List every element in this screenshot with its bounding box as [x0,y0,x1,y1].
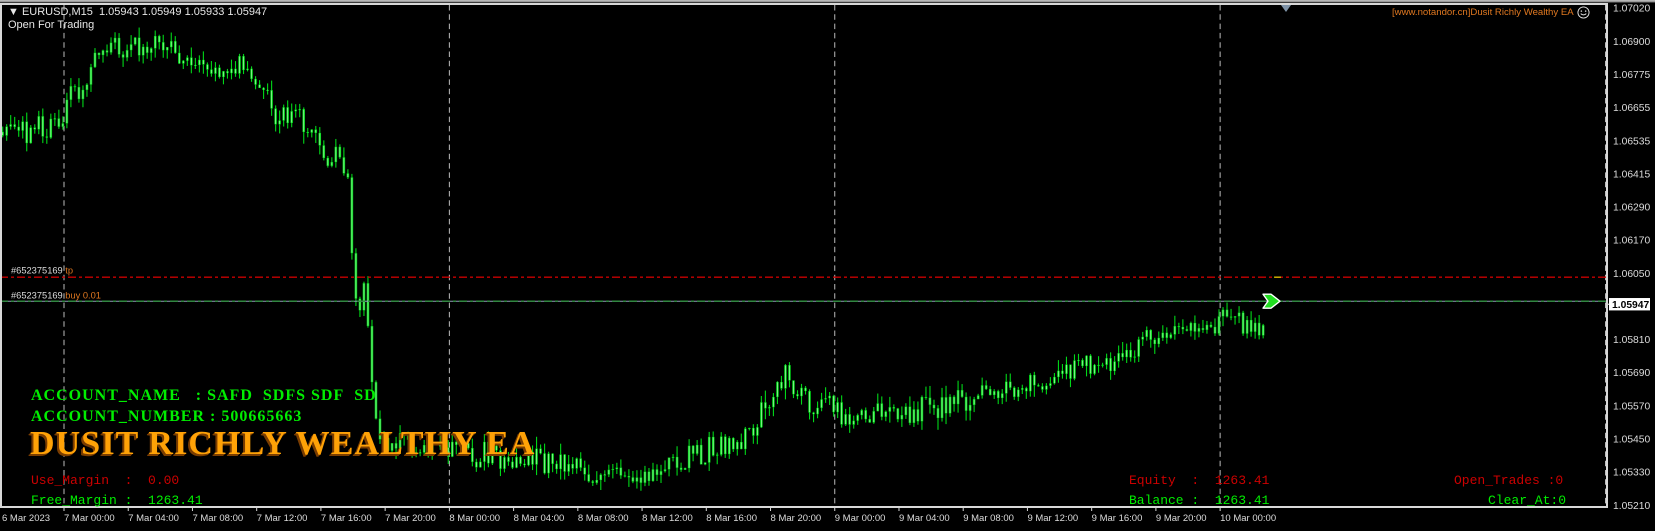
svg-text:9 Mar 00:00: 9 Mar 00:00 [835,513,886,524]
svg-text:6 Mar 2023: 6 Mar 2023 [2,513,50,524]
svg-text:1.05570: 1.05570 [1613,401,1650,412]
svg-text:1.05947: 1.05947 [1612,300,1649,311]
svg-text:8 Mar 12:00: 8 Mar 12:00 [642,513,693,524]
svg-text:#652375169 tp: #652375169 tp [11,266,73,276]
svg-text:1.06655: 1.06655 [1613,103,1650,114]
svg-text:7 Mar 16:00: 7 Mar 16:00 [321,513,372,524]
svg-text:1.05330: 1.05330 [1613,468,1650,479]
svg-text:1.05810: 1.05810 [1613,335,1650,346]
svg-text:8 Mar 08:00: 8 Mar 08:00 [578,513,629,524]
svg-text:8 Mar 20:00: 8 Mar 20:00 [771,513,822,524]
svg-text:#652375169 buy 0.01: #652375169 buy 0.01 [11,290,101,300]
svg-text:7 Mar 04:00: 7 Mar 04:00 [128,513,179,524]
svg-text:7 Mar 20:00: 7 Mar 20:00 [385,513,436,524]
svg-text:1.07020: 1.07020 [1613,4,1650,15]
svg-text:1.06170: 1.06170 [1613,236,1650,247]
svg-text:7 Mar 00:00: 7 Mar 00:00 [64,513,115,524]
svg-text:9 Mar 16:00: 9 Mar 16:00 [1092,513,1143,524]
svg-text:1.05690: 1.05690 [1613,368,1650,379]
svg-text:10 Mar 00:00: 10 Mar 00:00 [1220,513,1276,524]
svg-text:7 Mar 12:00: 7 Mar 12:00 [257,513,308,524]
svg-text:7 Mar 08:00: 7 Mar 08:00 [192,513,243,524]
svg-text:1.05210: 1.05210 [1613,501,1650,512]
svg-text:1.05450: 1.05450 [1613,435,1650,446]
svg-text:9 Mar 20:00: 9 Mar 20:00 [1156,513,1207,524]
svg-text:8 Mar 00:00: 8 Mar 00:00 [449,513,500,524]
svg-text:9 Mar 08:00: 9 Mar 08:00 [963,513,1014,524]
svg-text:1.06900: 1.06900 [1613,37,1650,48]
svg-text:1.06535: 1.06535 [1613,136,1650,147]
svg-text:1.06050: 1.06050 [1613,269,1650,280]
svg-text:1.06415: 1.06415 [1613,169,1650,180]
svg-text:1.06775: 1.06775 [1613,70,1650,81]
svg-text:1.06290: 1.06290 [1613,203,1650,214]
svg-text:9 Mar 04:00: 9 Mar 04:00 [899,513,950,524]
svg-text:8 Mar 16:00: 8 Mar 16:00 [706,513,757,524]
svg-text:9 Mar 12:00: 9 Mar 12:00 [1027,513,1078,524]
svg-text:8 Mar 04:00: 8 Mar 04:00 [514,513,565,524]
